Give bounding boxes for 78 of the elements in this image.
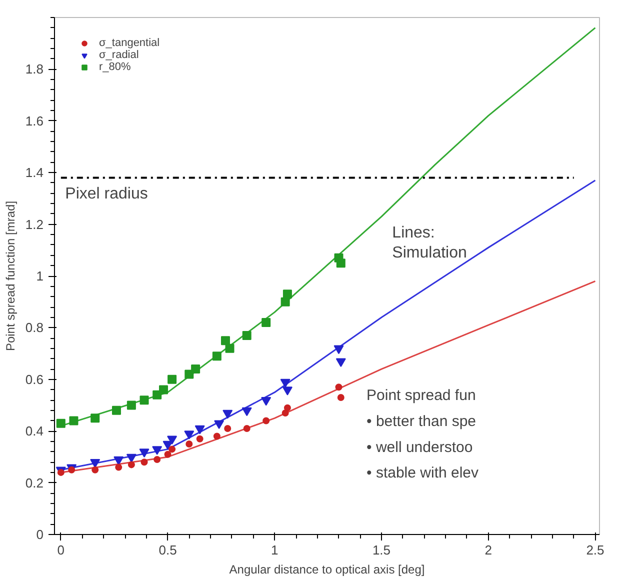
- point: [128, 461, 135, 468]
- point: [184, 430, 194, 440]
- point: [214, 420, 224, 430]
- point: [242, 330, 252, 340]
- y-tick-label: 1.2: [25, 216, 44, 232]
- point: [154, 456, 161, 464]
- x-tick-label: 0: [57, 542, 65, 558]
- annotation: Point spread fun: [366, 387, 476, 404]
- point: [140, 396, 149, 405]
- point: [284, 404, 291, 412]
- point: [262, 417, 270, 424]
- point: [261, 396, 272, 406]
- point: [168, 374, 177, 384]
- point: [168, 446, 176, 453]
- point: [126, 454, 136, 463]
- x-tick-label: 2.5: [586, 542, 604, 558]
- point: [196, 435, 204, 442]
- point: [194, 425, 205, 434]
- point: [115, 464, 122, 471]
- point: [152, 446, 162, 455]
- point: [282, 290, 292, 299]
- point: [139, 448, 150, 458]
- x-tick-label: 0.5: [158, 542, 177, 558]
- point: [335, 384, 342, 391]
- point: [186, 440, 193, 448]
- point: [280, 378, 290, 388]
- legend-label: r_80%: [99, 61, 131, 73]
- point: [213, 432, 220, 440]
- point: [336, 358, 346, 367]
- point: [69, 416, 78, 426]
- point: [112, 406, 121, 415]
- point: [159, 385, 168, 394]
- y-tick-label: 0: [36, 527, 44, 542]
- x-axis-title: Angular distance to optical axis [deg]: [229, 562, 425, 576]
- y-tick-label: 1.8: [25, 62, 44, 77]
- legend-label: σ_tangential: [99, 37, 160, 49]
- point: [336, 258, 346, 268]
- x-tick-label: 2: [484, 542, 492, 558]
- point: [282, 410, 289, 416]
- point: [167, 436, 178, 445]
- point: [220, 336, 230, 346]
- y-axis-title: Point spread function [mrad]: [3, 200, 18, 352]
- y-tick-label: 1.4: [25, 165, 44, 180]
- point: [90, 459, 100, 468]
- point: [140, 458, 148, 466]
- x-tick-label: 1: [271, 542, 278, 558]
- point: [212, 352, 222, 361]
- annotation: • stable with elev: [366, 464, 480, 482]
- point: [337, 394, 344, 401]
- y-tick-label: 0.4: [25, 424, 44, 439]
- y-tick-label: 1.6: [25, 113, 44, 128]
- point: [243, 425, 250, 432]
- point: [242, 407, 252, 416]
- annotation: • well understoo: [366, 438, 473, 456]
- point: [126, 400, 136, 410]
- legend-label: σ_radial: [99, 49, 139, 61]
- x-tick-label: 1.5: [372, 542, 391, 558]
- y-tick-label: 0.6: [25, 372, 44, 387]
- ref-line-label: Pixel radius: [65, 186, 148, 203]
- point: [282, 386, 292, 396]
- point: [56, 418, 66, 428]
- point: [225, 344, 234, 353]
- point: [334, 345, 344, 354]
- point: [262, 318, 271, 328]
- point: [222, 410, 233, 419]
- y-tick-label: 0.8: [25, 320, 44, 336]
- y-tick-label: 0.2: [25, 475, 44, 490]
- point: [152, 390, 162, 400]
- point: [90, 414, 100, 423]
- point: [164, 450, 172, 458]
- annotation: • better than spe: [366, 413, 476, 430]
- annotation: Lines: Simulation: [392, 224, 467, 262]
- y-tick-label: 1: [36, 268, 44, 284]
- point: [92, 466, 99, 474]
- point: [191, 364, 200, 374]
- point: [224, 425, 232, 432]
- point: [280, 297, 290, 306]
- point: [114, 456, 124, 466]
